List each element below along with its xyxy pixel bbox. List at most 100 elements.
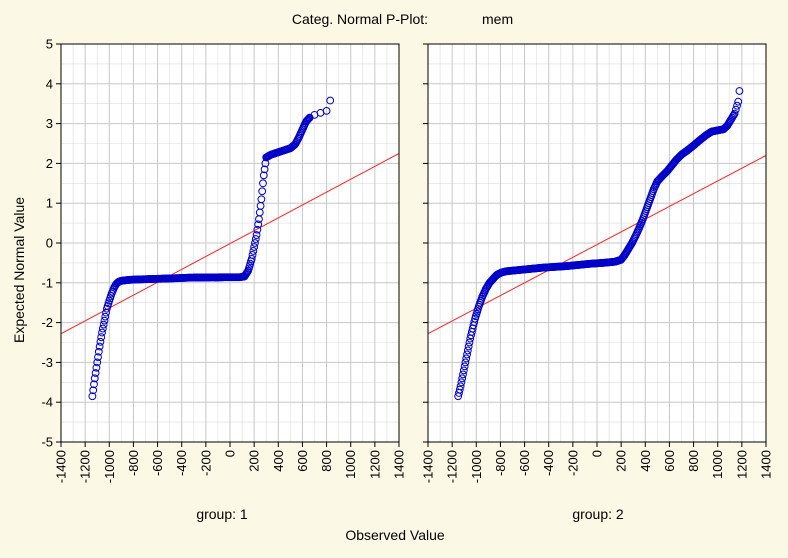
data-point bbox=[100, 316, 109, 325]
data-point bbox=[729, 111, 738, 119]
x-tick-label: -200 bbox=[565, 450, 580, 476]
y-tick-label: -4 bbox=[41, 395, 53, 410]
data-point bbox=[731, 105, 740, 114]
data-point bbox=[461, 358, 470, 367]
chart-title: Categ. Normal P-Plot: bbox=[292, 11, 428, 27]
y-tick-label: 2 bbox=[46, 156, 53, 171]
y-axis-label: Expected Normal Value bbox=[11, 197, 27, 343]
data-point bbox=[470, 318, 479, 326]
data-point bbox=[260, 165, 269, 174]
y-tick-label: 4 bbox=[46, 76, 53, 91]
data-point bbox=[92, 363, 101, 372]
data-point bbox=[211, 273, 220, 282]
data-point bbox=[90, 380, 98, 389]
data-point bbox=[259, 179, 267, 188]
data-point bbox=[456, 382, 465, 391]
reference-line bbox=[61, 153, 399, 335]
data-point bbox=[250, 243, 259, 251]
y-tick-label: 3 bbox=[46, 116, 53, 131]
x-tick-label: 600 bbox=[662, 450, 677, 472]
data-point bbox=[305, 114, 313, 123]
x-tick-label: -1400 bbox=[54, 450, 69, 483]
y-tick-label: -5 bbox=[41, 435, 53, 450]
reference-line bbox=[428, 154, 766, 335]
x-tick-label: -400 bbox=[541, 450, 556, 476]
data-point bbox=[97, 333, 106, 342]
plot-panels: -1400 -1200 -1000 -800 -600 -400 -200 0 200 400 60… bbox=[41, 37, 773, 484]
x-tick-label: 1200 bbox=[734, 450, 749, 479]
data-point bbox=[101, 312, 110, 321]
data-point bbox=[460, 362, 469, 371]
data-point bbox=[459, 366, 468, 375]
x-tick-label: 400 bbox=[638, 450, 653, 472]
data-point bbox=[214, 273, 222, 282]
data-point bbox=[93, 358, 102, 367]
data-point bbox=[242, 269, 251, 277]
data-point bbox=[326, 96, 335, 105]
data-point bbox=[464, 342, 473, 351]
data-point bbox=[251, 235, 260, 243]
y-tick-label: -1 bbox=[41, 275, 53, 290]
data-point bbox=[90, 374, 99, 383]
x-tick-label: 600 bbox=[295, 450, 310, 472]
data-point bbox=[730, 109, 739, 118]
data-points bbox=[454, 87, 744, 401]
x-tick-label: 0 bbox=[223, 450, 238, 457]
x-tick-label: 200 bbox=[247, 450, 262, 472]
data-point bbox=[98, 328, 106, 337]
data-point bbox=[252, 231, 261, 239]
data-point bbox=[303, 116, 312, 124]
panel-1-label: group: 1 bbox=[196, 506, 248, 522]
data-point bbox=[253, 225, 262, 234]
data-point bbox=[94, 353, 102, 361]
data-point bbox=[734, 97, 743, 106]
data-point bbox=[463, 350, 471, 359]
y-tick-label: -3 bbox=[41, 355, 53, 370]
data-point bbox=[459, 370, 467, 379]
y-tick-label: 0 bbox=[46, 236, 53, 251]
data-point bbox=[91, 369, 100, 377]
x-tick-label: 1400 bbox=[759, 450, 774, 479]
x-tick-label: 400 bbox=[271, 450, 286, 472]
data-point bbox=[258, 187, 267, 196]
data-point bbox=[465, 338, 474, 347]
data-point bbox=[304, 115, 313, 124]
data-point bbox=[251, 239, 259, 247]
y-tick-label: 5 bbox=[46, 37, 53, 52]
x-axis-label: Observed Value bbox=[345, 527, 445, 543]
x-tick-label: 800 bbox=[686, 450, 701, 472]
data-point bbox=[733, 101, 741, 110]
x-tick-label: 1000 bbox=[343, 450, 358, 479]
x-tick-label: -800 bbox=[493, 450, 508, 476]
x-tick-label: 1000 bbox=[710, 450, 725, 479]
x-tick-label: 800 bbox=[319, 450, 334, 472]
x-tick-label: 1200 bbox=[367, 450, 382, 479]
chart-variable-name: mem bbox=[482, 11, 513, 27]
x-tick-label: 1400 bbox=[392, 450, 407, 479]
data-point bbox=[462, 354, 471, 363]
data-point bbox=[88, 392, 97, 401]
data-point bbox=[249, 247, 258, 255]
data-point bbox=[254, 220, 263, 229]
x-tick-label: -1200 bbox=[78, 450, 93, 483]
x-tick-label: -200 bbox=[198, 450, 213, 476]
data-point bbox=[99, 320, 108, 329]
data-point bbox=[735, 87, 744, 95]
data-point bbox=[322, 106, 331, 115]
y-tick-label: 1 bbox=[46, 196, 53, 211]
y-tick-label: -2 bbox=[41, 315, 53, 330]
data-point bbox=[248, 251, 257, 259]
data-point bbox=[257, 195, 266, 204]
data-point bbox=[455, 385, 464, 394]
data-point bbox=[463, 346, 472, 355]
x-tick-label: -1400 bbox=[421, 450, 436, 483]
data-point bbox=[457, 378, 466, 387]
data-point bbox=[458, 374, 467, 383]
data-point bbox=[259, 171, 268, 180]
x-tick-label: 200 bbox=[614, 450, 629, 472]
data-point bbox=[198, 273, 207, 282]
data-point bbox=[96, 337, 105, 346]
x-tick-label: -400 bbox=[174, 450, 189, 476]
x-tick-label: -1000 bbox=[469, 450, 484, 483]
